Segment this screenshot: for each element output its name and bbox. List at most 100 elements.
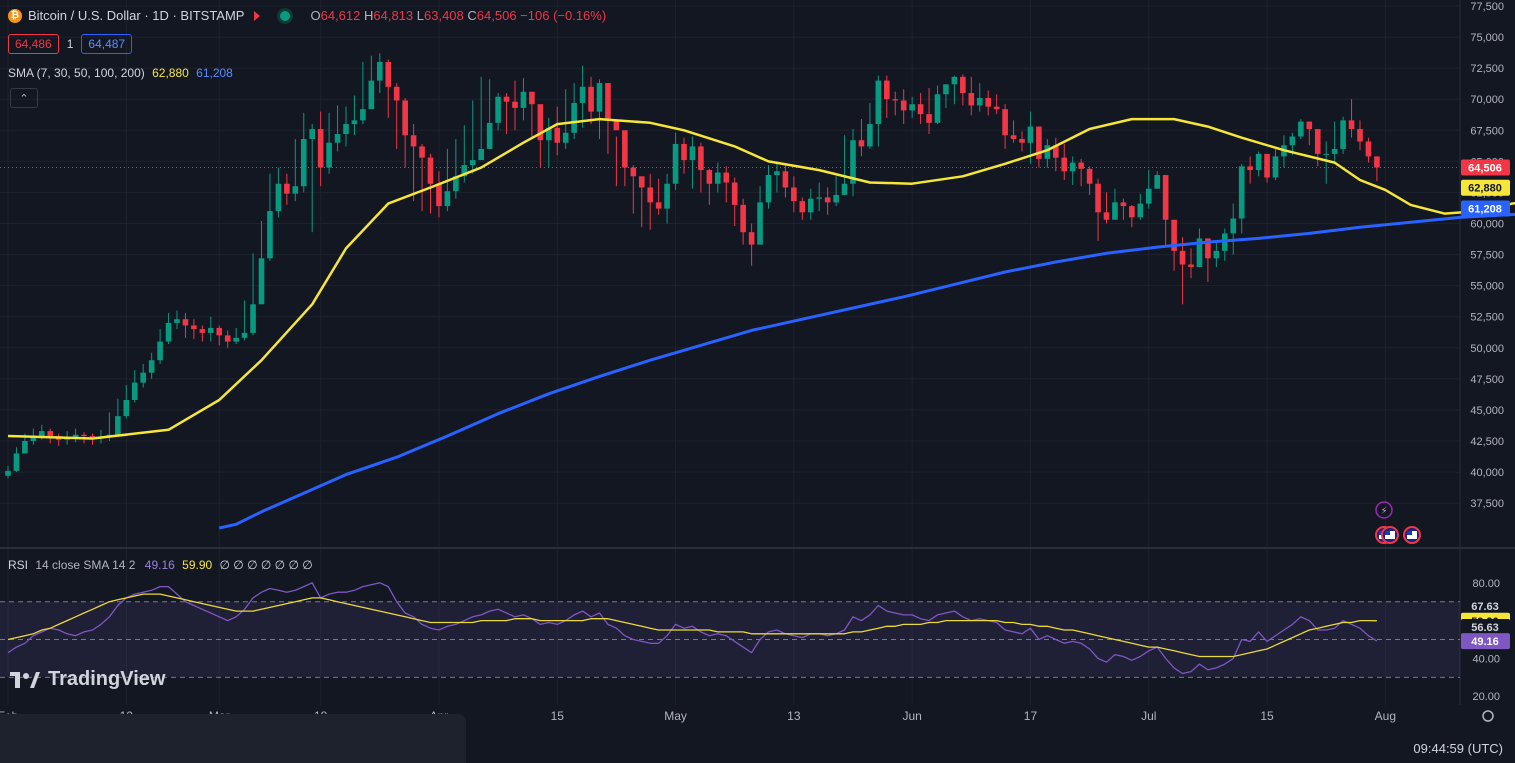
candle-body bbox=[892, 99, 899, 101]
candle-body bbox=[672, 143, 679, 184]
sell-price-button[interactable]: 64,486 bbox=[8, 34, 59, 54]
candle-body bbox=[1171, 219, 1177, 251]
symbol-title[interactable]: Bitcoin / U.S. Dollar · 1D · BITSTAMP bbox=[28, 8, 245, 23]
lightning-glyph: ⚡ bbox=[1380, 506, 1387, 517]
candle-body bbox=[503, 96, 510, 102]
candle-body bbox=[309, 129, 315, 139]
candle-body bbox=[5, 470, 11, 476]
candle-body bbox=[638, 176, 645, 188]
us-flag-canton bbox=[1407, 531, 1412, 535]
trade-buttons: 64,486 1 64,487 bbox=[8, 34, 133, 54]
price-tick-label: 45,000 bbox=[1470, 405, 1504, 417]
candle-body bbox=[1069, 162, 1076, 172]
rsi-ma-value: 59.90 bbox=[182, 558, 213, 572]
time-tick-label: 17 bbox=[1024, 709, 1038, 723]
candle-body bbox=[571, 102, 577, 133]
candle-body bbox=[1289, 136, 1296, 146]
candle-body bbox=[275, 183, 282, 212]
tradingview-logo[interactable]: TradingView bbox=[10, 668, 165, 691]
candle-body bbox=[1010, 135, 1017, 139]
time-tick-label: Jul bbox=[1141, 709, 1156, 723]
market-status-icon[interactable] bbox=[280, 10, 291, 21]
candle-body bbox=[588, 86, 594, 112]
candle-body bbox=[1230, 218, 1237, 234]
candle-body bbox=[495, 96, 501, 123]
candle-body bbox=[351, 120, 358, 125]
candle-body bbox=[841, 183, 848, 195]
candle-body bbox=[250, 304, 256, 333]
price-tick-label: 52,500 bbox=[1470, 312, 1504, 324]
candle-body bbox=[681, 143, 687, 161]
rsi-legend[interactable]: RSI 14 close SMA 14 2 49.16 59.90 ∅ ∅ ∅ … bbox=[8, 558, 313, 572]
collapse-legend-button[interactable]: ⌃ bbox=[10, 88, 38, 108]
sma-legend[interactable]: SMA (7, 30, 50, 100, 200) 62,880 61,208 bbox=[8, 66, 233, 80]
candle-body bbox=[377, 61, 383, 81]
candle-body bbox=[647, 187, 653, 203]
candle-body bbox=[816, 197, 822, 199]
candle-body bbox=[123, 399, 130, 417]
sma-blue-tag-bg bbox=[1461, 200, 1510, 217]
low-value: 63,408 bbox=[424, 8, 464, 23]
time-tick-label: Jun bbox=[902, 709, 921, 723]
candle-body bbox=[774, 171, 780, 176]
candle-body bbox=[1357, 129, 1363, 142]
price-tick-label: 72,500 bbox=[1470, 63, 1504, 75]
rsi-empty-values: ∅ ∅ ∅ ∅ ∅ ∅ ∅ bbox=[219, 558, 313, 572]
flag-icon[interactable] bbox=[254, 10, 261, 21]
ohlc-values: O64,612 H64,813 L63,408 C64,506 −106 (−0… bbox=[310, 8, 606, 23]
sma-blue-tag: 61,208 bbox=[1468, 203, 1502, 215]
candle-body bbox=[579, 86, 586, 103]
rsi-tag: 49.16 bbox=[1471, 636, 1499, 648]
time-tick-label: 15 bbox=[1260, 709, 1274, 723]
candle-body bbox=[478, 148, 484, 161]
candle-body bbox=[934, 94, 941, 123]
candle-body bbox=[884, 80, 890, 100]
time-tick-label: 15 bbox=[551, 709, 565, 723]
candle-body bbox=[546, 127, 552, 141]
candle-body bbox=[199, 329, 206, 333]
open-value: 64,612 bbox=[320, 8, 361, 23]
candle-body bbox=[157, 341, 163, 361]
candle-body bbox=[1044, 145, 1051, 159]
sma-yellow-tag-bg bbox=[1461, 179, 1510, 196]
bitcoin-icon: ₿ bbox=[8, 8, 22, 23]
bottom-panel[interactable] bbox=[0, 714, 466, 763]
candle-body bbox=[960, 76, 966, 93]
candle-body bbox=[174, 319, 180, 323]
candle-body bbox=[1027, 126, 1034, 143]
candle-body bbox=[1213, 250, 1220, 259]
candle-body bbox=[529, 91, 535, 105]
rsi-series bbox=[7, 582, 1378, 675]
candle-body bbox=[208, 327, 214, 333]
price-tick-label: 42,500 bbox=[1470, 436, 1504, 448]
spread-value: 1 bbox=[66, 37, 74, 51]
candle-body bbox=[148, 360, 155, 373]
rsi-tag-bg bbox=[1461, 598, 1510, 615]
candle-body bbox=[393, 86, 400, 101]
candle-body bbox=[461, 165, 468, 177]
candle-body bbox=[39, 431, 45, 437]
candle-body bbox=[1205, 238, 1211, 259]
candle-body bbox=[1374, 156, 1380, 168]
candle-body bbox=[419, 146, 425, 158]
sma-yellow-series bbox=[7, 117, 1515, 440]
candle-body bbox=[993, 106, 1000, 110]
candle-body bbox=[943, 84, 949, 95]
buy-price-button[interactable]: 64,487 bbox=[81, 34, 133, 54]
candle-body bbox=[807, 198, 814, 213]
candle-body bbox=[402, 100, 408, 136]
candle-body bbox=[1348, 120, 1355, 130]
candle-body bbox=[917, 104, 924, 115]
rsi-tag-bg bbox=[1461, 633, 1510, 650]
candle-body bbox=[1323, 153, 1329, 155]
open-label: O bbox=[310, 8, 321, 23]
candle-body bbox=[1162, 175, 1169, 220]
candle-body bbox=[782, 171, 789, 188]
price-tick-label: 50,000 bbox=[1470, 343, 1504, 355]
candle-body bbox=[191, 325, 197, 330]
candle-body bbox=[258, 258, 265, 305]
time-tick-label: May bbox=[664, 709, 687, 723]
candle-body bbox=[1036, 126, 1042, 159]
candle-body bbox=[1188, 264, 1194, 267]
